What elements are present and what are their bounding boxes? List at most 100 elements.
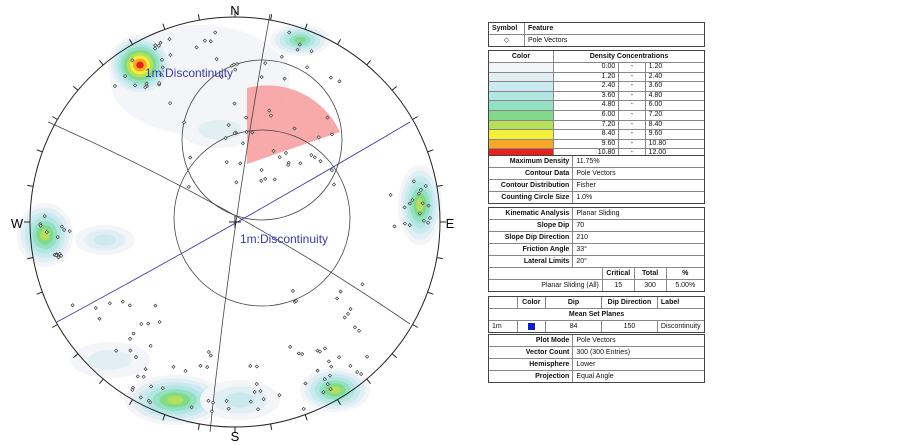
cell: - bbox=[618, 149, 644, 158]
row: 1m 84 150 Discontinuity bbox=[489, 320, 704, 332]
row: 0.00-1.20 bbox=[489, 62, 704, 72]
row: Kinematic Analysis Planar Sliding bbox=[489, 208, 704, 219]
cell bbox=[489, 268, 602, 279]
pole bbox=[144, 81, 149, 86]
cell: Pole Vectors bbox=[572, 335, 704, 346]
pole bbox=[226, 406, 231, 411]
pole bbox=[286, 163, 291, 168]
tick bbox=[427, 291, 434, 295]
tick bbox=[304, 23, 308, 30]
pole bbox=[305, 65, 310, 70]
cell: Friction Angle bbox=[522, 246, 570, 253]
pole bbox=[143, 367, 148, 372]
pole bbox=[348, 363, 353, 368]
row: Contour Data Pole Vectors bbox=[489, 167, 704, 179]
pole bbox=[411, 179, 416, 184]
pole bbox=[226, 123, 231, 128]
contour bbox=[166, 395, 184, 405]
cell: Total bbox=[633, 268, 666, 279]
cell: 2.40 bbox=[553, 82, 618, 91]
tick bbox=[391, 353, 397, 359]
cell: Dip bbox=[545, 297, 601, 308]
pole bbox=[244, 129, 249, 134]
contour bbox=[225, 392, 255, 408]
row: Planar Sliding (All) 15 300 5.00% bbox=[489, 279, 704, 291]
pole bbox=[359, 371, 364, 376]
cell: 3.60 bbox=[553, 91, 618, 101]
cell: 10.80 bbox=[553, 149, 618, 158]
pole bbox=[160, 386, 165, 391]
cell: 9.60 bbox=[553, 139, 618, 149]
contour bbox=[416, 198, 424, 212]
pole bbox=[296, 351, 301, 356]
pole bbox=[348, 306, 353, 312]
pole bbox=[301, 406, 306, 411]
pole bbox=[139, 321, 144, 326]
pole bbox=[325, 115, 330, 120]
cell: 3.60 bbox=[644, 82, 704, 91]
pole bbox=[283, 150, 288, 155]
pole bbox=[148, 343, 153, 348]
pole bbox=[250, 130, 255, 135]
great-circle bbox=[47, 121, 411, 325]
pole bbox=[128, 336, 133, 341]
pole bbox=[256, 407, 261, 412]
tick bbox=[129, 399, 133, 405]
pole bbox=[337, 79, 342, 84]
pole bbox=[357, 328, 362, 333]
row: Contour Distribution Fisher bbox=[489, 179, 704, 191]
row: Slope Dip 70 bbox=[489, 219, 704, 231]
cell: Symbol bbox=[492, 25, 518, 32]
pole bbox=[219, 74, 224, 79]
cell: 5.00% bbox=[665, 280, 705, 291]
pole bbox=[223, 136, 228, 141]
tick bbox=[366, 60, 372, 66]
east-label: E bbox=[446, 216, 455, 231]
color-swatch bbox=[489, 82, 554, 91]
row: 8.40-9.60 bbox=[489, 129, 704, 139]
color-swatch bbox=[489, 139, 554, 149]
pole bbox=[229, 63, 234, 68]
row: 2.40-3.60 bbox=[489, 81, 704, 91]
cell: Counting Circle Size bbox=[501, 194, 570, 201]
pole bbox=[198, 363, 203, 368]
pole bbox=[417, 211, 422, 216]
cell: 15 bbox=[601, 280, 634, 291]
pole bbox=[157, 319, 162, 325]
color-swatch bbox=[527, 322, 535, 330]
pole bbox=[123, 74, 128, 79]
cell: Label bbox=[656, 297, 704, 308]
pole bbox=[327, 373, 333, 378]
row: 4.80-6.00 bbox=[489, 100, 704, 110]
cell: 7.20 bbox=[553, 120, 618, 130]
pole bbox=[259, 74, 264, 80]
cell: ◇ bbox=[503, 37, 510, 44]
pole bbox=[54, 253, 59, 258]
pole bbox=[59, 253, 64, 258]
pole bbox=[70, 303, 75, 308]
pole bbox=[365, 354, 370, 359]
tick bbox=[52, 324, 58, 328]
pole bbox=[158, 40, 163, 45]
stereonet: N E S W 1m:Discontinuity 1m:Discontinuit… bbox=[11, 3, 455, 444]
contour bbox=[198, 120, 242, 140]
pole bbox=[232, 101, 237, 106]
tick bbox=[197, 423, 200, 430]
tick bbox=[337, 39, 341, 45]
pole bbox=[342, 315, 347, 320]
contour bbox=[93, 234, 117, 246]
pole bbox=[186, 184, 191, 189]
pole bbox=[318, 159, 323, 164]
cell: Color bbox=[511, 53, 531, 60]
table: Symbol Feature ◇ Pole Vectors bbox=[488, 22, 705, 47]
pole-points bbox=[38, 30, 432, 414]
pole bbox=[156, 43, 161, 48]
pole bbox=[254, 382, 259, 387]
tick bbox=[162, 414, 166, 421]
pole bbox=[112, 84, 118, 89]
cell: Feature bbox=[524, 23, 704, 34]
pole bbox=[410, 198, 415, 203]
row: 7.20-8.40 bbox=[489, 119, 704, 130]
pole bbox=[55, 235, 60, 240]
compass-ticks bbox=[24, 11, 446, 433]
